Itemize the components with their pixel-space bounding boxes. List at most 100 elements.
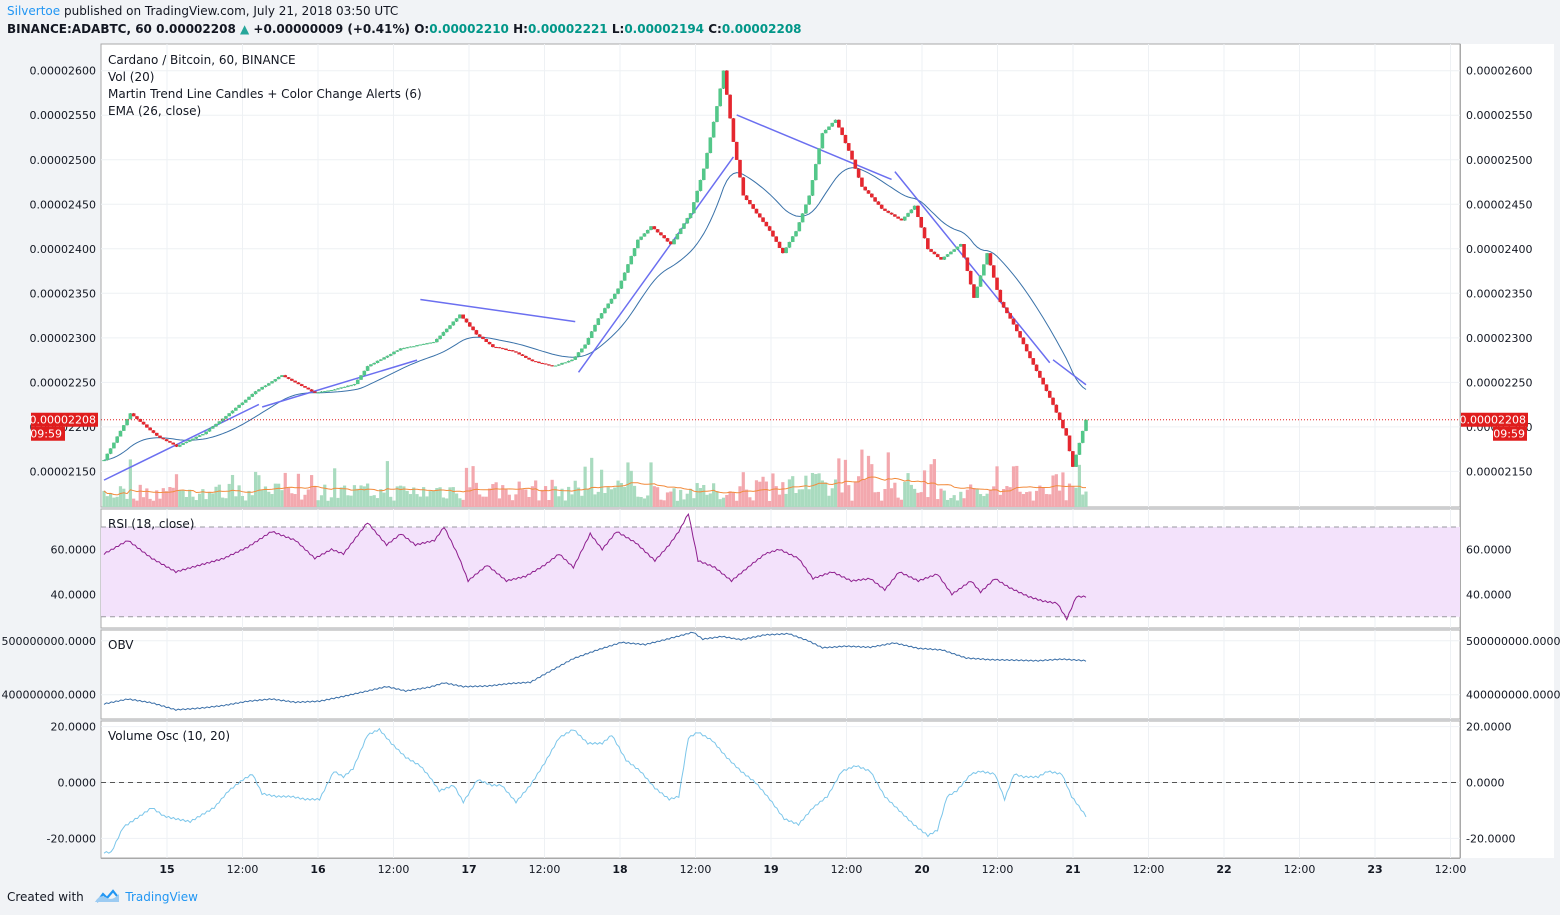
candle-body bbox=[214, 423, 218, 427]
candle-body bbox=[853, 159, 858, 169]
candle-body bbox=[863, 186, 868, 191]
candle-body bbox=[336, 388, 340, 390]
candle-body bbox=[612, 293, 617, 299]
rsi-title: RSI (18, close) bbox=[108, 517, 194, 531]
volume-bar bbox=[880, 500, 884, 507]
volume-bar bbox=[224, 498, 228, 507]
volume-bar bbox=[141, 497, 146, 507]
volume-bar bbox=[652, 486, 656, 507]
volume-bar bbox=[774, 486, 778, 507]
candle-body bbox=[672, 239, 676, 245]
candle-body bbox=[240, 402, 245, 405]
candle-body bbox=[560, 362, 564, 365]
volume-bar bbox=[791, 476, 795, 507]
volume-bar bbox=[389, 496, 393, 507]
countdown-label-left: 09:59 bbox=[30, 428, 62, 441]
candle-body bbox=[636, 239, 640, 249]
volume-bar bbox=[296, 473, 301, 507]
candle-body bbox=[154, 432, 159, 436]
price-tick-label-right: 0.00002500 bbox=[1466, 154, 1532, 167]
rsi-tick-right: 40.0000 bbox=[1466, 588, 1512, 601]
candle-body bbox=[833, 119, 838, 123]
candle-body bbox=[1014, 324, 1019, 332]
volume-bar bbox=[1051, 475, 1055, 507]
candle-body bbox=[837, 119, 841, 128]
candle-body bbox=[523, 355, 528, 358]
volume-bar bbox=[1081, 494, 1085, 507]
candle-body bbox=[678, 228, 683, 234]
candle-body bbox=[448, 325, 452, 329]
candle-body bbox=[1084, 419, 1088, 431]
volume-bar bbox=[132, 498, 136, 507]
volume-bar bbox=[768, 500, 772, 507]
candle-body bbox=[388, 354, 393, 356]
volume-bar bbox=[484, 496, 488, 507]
candle-body bbox=[181, 443, 185, 445]
candle-body bbox=[458, 314, 462, 319]
candle-body bbox=[995, 277, 999, 290]
volume-bar bbox=[794, 493, 798, 507]
volume-bar bbox=[1011, 466, 1016, 507]
candle-body bbox=[266, 383, 271, 386]
candle-body bbox=[112, 442, 116, 449]
volume-bar bbox=[926, 497, 930, 507]
price-tick-label-left: 0.00002400 bbox=[30, 243, 96, 256]
candle-body bbox=[556, 364, 561, 366]
volume-bar bbox=[896, 497, 900, 507]
candle-body bbox=[1018, 331, 1022, 338]
volume-bar bbox=[632, 485, 637, 507]
candle-body bbox=[886, 210, 891, 213]
candle-body bbox=[823, 129, 828, 134]
publisher-link[interactable]: Silvertoe bbox=[7, 4, 61, 18]
volume-bar bbox=[408, 494, 413, 507]
candle-body bbox=[1021, 337, 1026, 345]
price-tick-label-left: 0.00002500 bbox=[30, 154, 96, 167]
candle-body bbox=[421, 343, 426, 345]
candle-body bbox=[135, 416, 139, 419]
volume-bar bbox=[234, 496, 238, 507]
volume-bar bbox=[155, 490, 159, 507]
volume-bar bbox=[230, 474, 235, 507]
volume-bar bbox=[550, 479, 554, 507]
candle-body bbox=[194, 436, 199, 439]
trend-line-segment bbox=[261, 359, 418, 408]
low-label: L: bbox=[611, 22, 625, 36]
candle-body bbox=[991, 265, 996, 278]
candle-body bbox=[346, 385, 350, 387]
candle-body bbox=[688, 213, 693, 219]
candle-body bbox=[889, 212, 894, 215]
candle-body bbox=[856, 168, 861, 178]
volume-bar bbox=[702, 484, 706, 507]
rsi-band bbox=[101, 526, 1460, 617]
volume-bar bbox=[682, 499, 686, 507]
volume-bar bbox=[731, 492, 736, 507]
candle-body bbox=[576, 352, 581, 357]
volume-bar bbox=[1008, 487, 1012, 507]
time-tick-label: 12:00 bbox=[378, 863, 410, 876]
volume-bar bbox=[771, 473, 775, 507]
candle-body bbox=[217, 421, 222, 424]
candle-body bbox=[1001, 302, 1006, 308]
candle-body bbox=[1064, 428, 1069, 436]
volume-bar bbox=[827, 495, 831, 507]
tradingview-link[interactable]: TradingView bbox=[125, 890, 198, 904]
tradingview-logo-icon bbox=[88, 889, 126, 904]
candle-body bbox=[339, 387, 344, 389]
countdown-tag-right bbox=[1493, 426, 1527, 441]
volume-osc-tick-left: 0.0000 bbox=[58, 777, 97, 790]
volume-bar bbox=[184, 496, 188, 507]
chart-header: Silvertoe published on TradingView.com, … bbox=[0, 0, 1560, 42]
countdown-tag-left bbox=[31, 426, 65, 441]
candle-body bbox=[207, 428, 212, 432]
volume-bar bbox=[623, 486, 627, 507]
volume-bar bbox=[260, 489, 264, 507]
candle-body bbox=[362, 370, 367, 376]
candle-body bbox=[731, 118, 736, 142]
ohlc-line: BINANCE:ADABTC, 60 0.00002208 ▲ +0.00000… bbox=[7, 22, 802, 36]
candle-body bbox=[520, 354, 525, 356]
candle-body bbox=[454, 318, 459, 322]
volume-bar bbox=[438, 487, 442, 507]
candle-body bbox=[187, 440, 192, 442]
candle-body bbox=[566, 361, 571, 363]
